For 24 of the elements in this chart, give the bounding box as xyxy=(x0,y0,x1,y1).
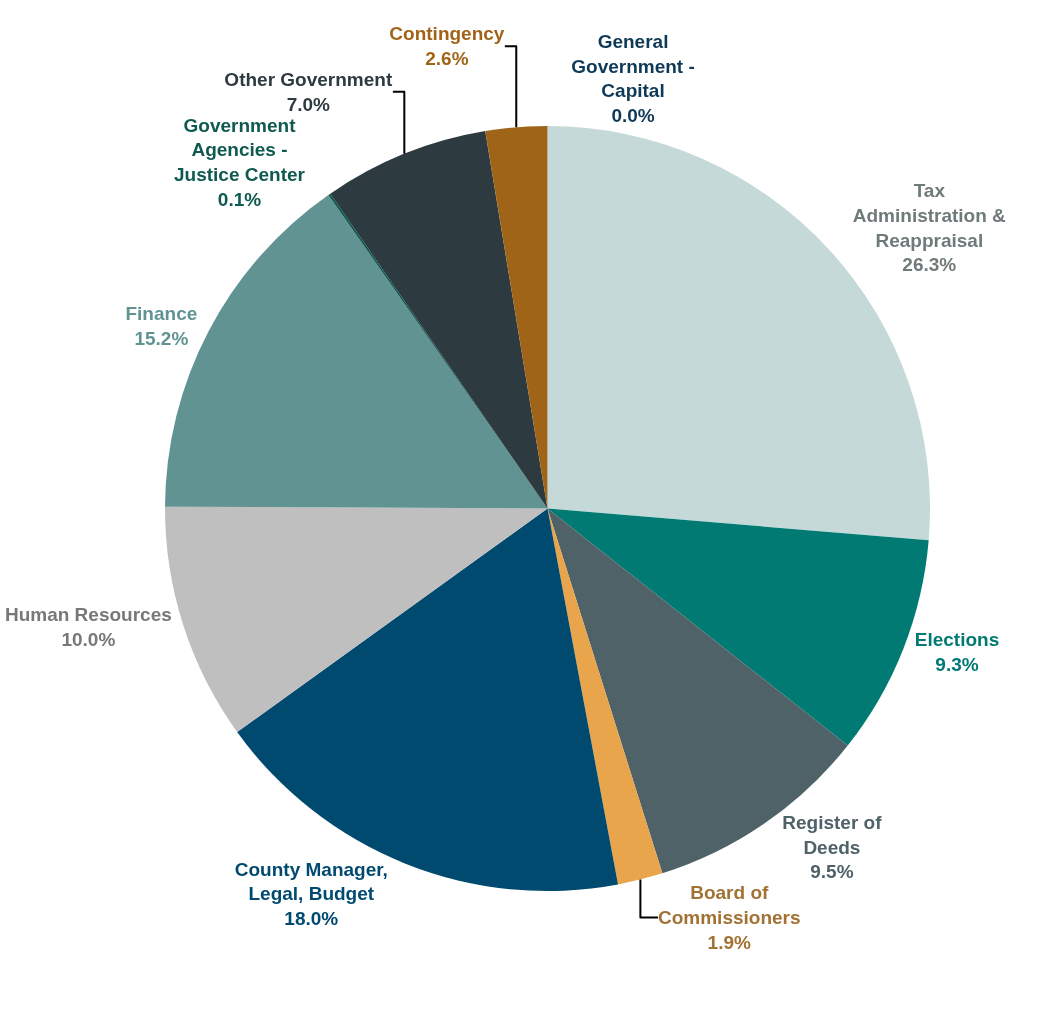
data-label: 18.0% xyxy=(284,908,339,930)
slice-label: Board of Commissioners xyxy=(657,882,801,929)
data-label: 1.9% xyxy=(707,931,752,953)
data-label: 15.2% xyxy=(134,327,189,349)
slice-label: Other Government xyxy=(224,68,393,90)
slice-label: County Manager, Legal, Budget xyxy=(234,858,388,905)
slice-label: Human Resources xyxy=(4,604,172,626)
data-label: 26.3% xyxy=(902,254,957,276)
data-label: 9.5% xyxy=(810,861,854,883)
data-label: 10.0% xyxy=(61,629,116,651)
slice-label: Contingency xyxy=(389,23,505,45)
slice-label: Elections xyxy=(914,629,1000,651)
data-label: 7.0% xyxy=(286,93,331,115)
category-label: General Government - Capital xyxy=(571,30,695,102)
text: 0.0% xyxy=(611,105,655,126)
slice-label: Register of Deeds xyxy=(782,812,883,858)
data-label: 2.6% xyxy=(425,47,469,69)
data-label: 0.1% xyxy=(217,188,262,210)
pie-slice xyxy=(485,126,548,509)
slice-label: Government Agencies - Justice Center xyxy=(174,114,306,186)
data-label: 9.3% xyxy=(935,653,979,675)
slice-label: Finance xyxy=(125,303,198,325)
slice-label: Tax Administration & Reappraisal xyxy=(852,180,1007,251)
pie-slice xyxy=(330,131,548,509)
